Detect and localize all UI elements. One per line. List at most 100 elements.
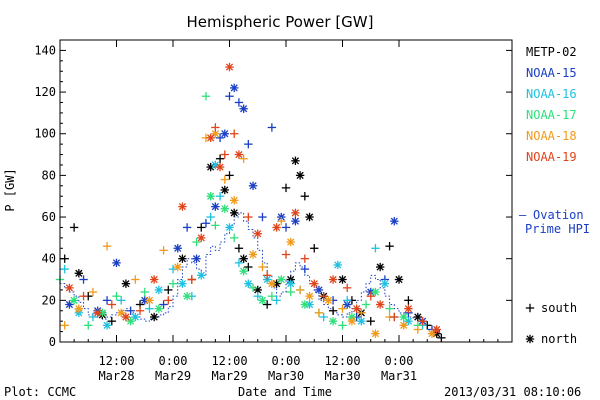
north-point (295, 171, 305, 180)
north-point (239, 254, 248, 263)
north-point (74, 304, 84, 313)
south-point (69, 223, 79, 232)
south-point (102, 241, 112, 251)
north-point (291, 156, 300, 165)
footer-left: Plot: CCMC (4, 385, 76, 399)
x-tick-label-time: 12:00 (98, 354, 134, 368)
south-point (281, 250, 291, 259)
south-point (267, 123, 277, 132)
north-point (286, 237, 295, 247)
south-point (319, 291, 328, 301)
south-point (107, 300, 116, 309)
y-tick-label: 120 (34, 85, 56, 99)
north-point (220, 185, 229, 195)
south-point (343, 283, 352, 293)
legend-north-marker (525, 334, 535, 344)
south-point (244, 262, 253, 272)
north-point (149, 312, 159, 322)
legend-item-noaa-19: NOAA-19 (526, 150, 577, 164)
north-point (248, 250, 258, 259)
north-point (394, 275, 404, 284)
legend-north-label: north (541, 332, 577, 346)
legend-ovation-dash: – (519, 208, 527, 222)
north-point (380, 279, 390, 288)
south-point (295, 285, 305, 295)
series-noaa-16 (60, 160, 427, 330)
south-point (286, 287, 295, 297)
north-point (206, 192, 215, 201)
north-point (112, 258, 121, 268)
south-point (281, 183, 291, 193)
y-tick-label: 100 (34, 127, 56, 141)
south-point (60, 254, 69, 263)
south-point (215, 192, 225, 201)
south-point (225, 171, 234, 180)
y-tick-label: 20 (42, 293, 56, 307)
south-point (366, 291, 375, 301)
south-point (192, 237, 201, 247)
x-tick-label-date: Mar28 (98, 369, 134, 383)
north-point (234, 150, 244, 159)
north-point (371, 329, 380, 338)
north-point (314, 285, 324, 295)
south-point (60, 264, 69, 274)
north-point (230, 83, 239, 93)
south-point (258, 262, 267, 272)
north-point (154, 285, 164, 295)
north-point (258, 296, 267, 305)
south-point (225, 92, 234, 101)
north-point (197, 271, 206, 280)
north-point (324, 296, 333, 305)
south-point (112, 291, 121, 301)
series-noaa-17 (55, 92, 423, 330)
south-point (300, 264, 310, 274)
series-noaa-18 (60, 129, 437, 338)
legend: METP-02 NOAA-15 NOAA-16 NOAA-17 NOAA-18 NOAA-… (526, 45, 577, 164)
south-point (131, 275, 140, 284)
south-point (248, 283, 258, 293)
south-point (102, 296, 112, 305)
south-point (220, 175, 229, 184)
south-point (197, 223, 206, 232)
north-point (192, 254, 201, 263)
south-point (182, 223, 192, 232)
south-point (239, 154, 248, 163)
south-point (314, 308, 324, 318)
south-point (338, 304, 347, 313)
south-point (361, 300, 371, 309)
legend-item-noaa-16: NOAA-16 (526, 87, 577, 101)
south-point (60, 321, 69, 330)
north-point (277, 275, 286, 284)
north-point (225, 223, 234, 232)
y-axis-ticks: 0 20 40 60 80 100 120 140 (34, 43, 512, 349)
south-point (79, 291, 88, 301)
south-point (234, 258, 244, 268)
legend-star-marker (525, 334, 535, 344)
north-point (286, 279, 295, 288)
north-point (310, 279, 319, 288)
south-point (230, 233, 239, 243)
north-point (102, 321, 112, 330)
plot-frame (59, 39, 513, 343)
south-point (211, 123, 220, 132)
north-point (404, 304, 413, 313)
north-point (399, 312, 408, 322)
legend-plus-marker (525, 303, 535, 313)
north-point (178, 279, 187, 288)
south-point (300, 192, 310, 201)
south-point (220, 150, 229, 159)
south-point (107, 316, 116, 326)
north-point (173, 244, 182, 253)
legend-markers: south north (525, 301, 577, 346)
x-tick-label-date: Mar29 (211, 369, 247, 383)
south-point (126, 306, 135, 315)
north-point (145, 296, 154, 305)
south-point (140, 287, 149, 297)
south-point (215, 133, 225, 143)
north-point (117, 308, 126, 318)
south-point (187, 275, 197, 284)
legend-south-label: south (541, 301, 577, 315)
north-point (69, 296, 79, 305)
north-point (300, 300, 310, 309)
